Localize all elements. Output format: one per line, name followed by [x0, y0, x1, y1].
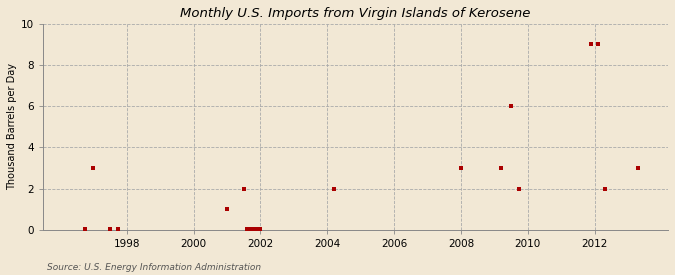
Point: [80, 227, 90, 231]
Point: [599, 186, 610, 191]
Point: [329, 186, 340, 191]
Point: [245, 227, 256, 231]
Title: Monthly U.S. Imports from Virgin Islands of Kerosene: Monthly U.S. Imports from Virgin Islands…: [180, 7, 531, 20]
Text: Source: U.S. Energy Information Administration: Source: U.S. Energy Information Administ…: [47, 263, 261, 272]
Point: [252, 227, 263, 231]
Point: [506, 104, 516, 108]
Point: [88, 166, 99, 170]
Point: [242, 227, 252, 231]
Point: [456, 166, 466, 170]
Point: [586, 42, 597, 47]
Point: [514, 186, 524, 191]
Point: [105, 227, 115, 231]
Point: [593, 42, 603, 47]
Point: [632, 166, 643, 170]
Point: [238, 186, 249, 191]
Point: [255, 227, 266, 231]
Point: [113, 227, 124, 231]
Point: [248, 227, 259, 231]
Y-axis label: Thousand Barrels per Day: Thousand Barrels per Day: [7, 63, 17, 190]
Point: [221, 207, 232, 211]
Point: [495, 166, 506, 170]
